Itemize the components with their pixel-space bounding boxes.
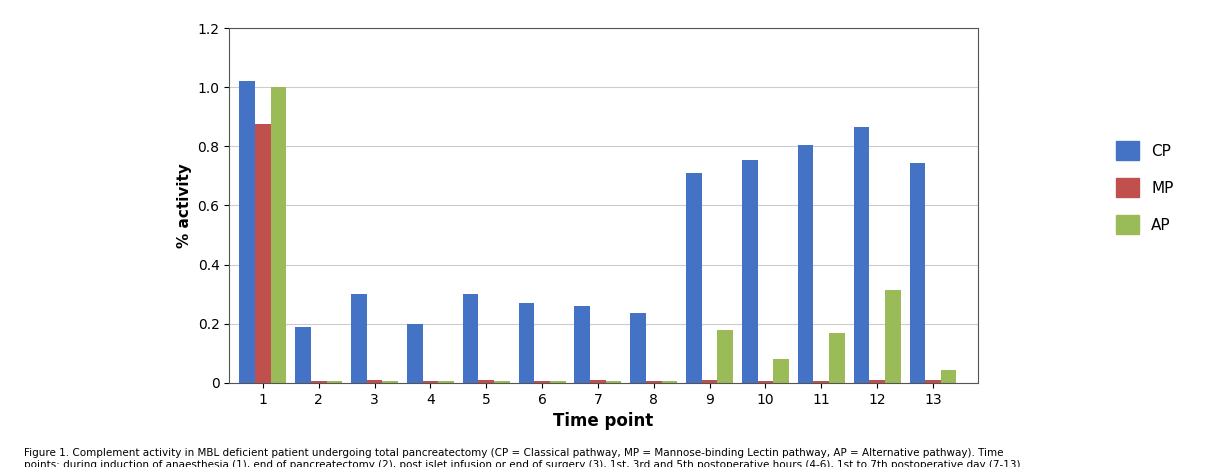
Bar <box>661 382 677 383</box>
Bar <box>422 382 438 383</box>
Bar <box>630 313 646 383</box>
Bar <box>590 380 606 383</box>
Text: Figure 1. Complement activity in MBL deficient patient undergoing total pancreat: Figure 1. Complement activity in MBL def… <box>24 448 1024 467</box>
Bar <box>575 306 590 383</box>
Bar <box>869 380 885 383</box>
Bar <box>270 87 286 383</box>
Bar <box>494 382 509 383</box>
Bar <box>853 127 869 383</box>
Bar <box>758 381 774 383</box>
Bar <box>686 173 701 383</box>
Bar <box>535 382 550 383</box>
Bar <box>383 382 398 383</box>
Bar <box>462 294 478 383</box>
Bar <box>798 145 814 383</box>
Bar <box>519 303 535 383</box>
Bar <box>829 333 845 383</box>
Bar <box>940 370 956 383</box>
Bar <box>701 380 717 383</box>
Bar <box>351 294 367 383</box>
Bar <box>717 330 733 383</box>
Bar <box>296 327 311 383</box>
Bar <box>407 324 422 383</box>
Bar <box>327 381 342 383</box>
Y-axis label: % activity: % activity <box>177 163 192 248</box>
Bar <box>478 380 494 383</box>
Bar <box>239 81 255 383</box>
Bar <box>814 381 829 383</box>
Bar <box>255 124 270 383</box>
Bar <box>367 380 383 383</box>
Bar <box>550 382 566 383</box>
Bar <box>311 382 327 383</box>
X-axis label: Time point: Time point <box>553 412 654 430</box>
Bar <box>646 382 661 383</box>
Bar <box>910 163 926 383</box>
Legend: CP, MP, AP: CP, MP, AP <box>1109 135 1179 240</box>
Bar <box>438 382 454 383</box>
Bar <box>606 382 622 383</box>
Bar <box>774 359 789 383</box>
Bar <box>742 160 758 383</box>
Bar <box>885 290 900 383</box>
Bar <box>926 380 940 383</box>
